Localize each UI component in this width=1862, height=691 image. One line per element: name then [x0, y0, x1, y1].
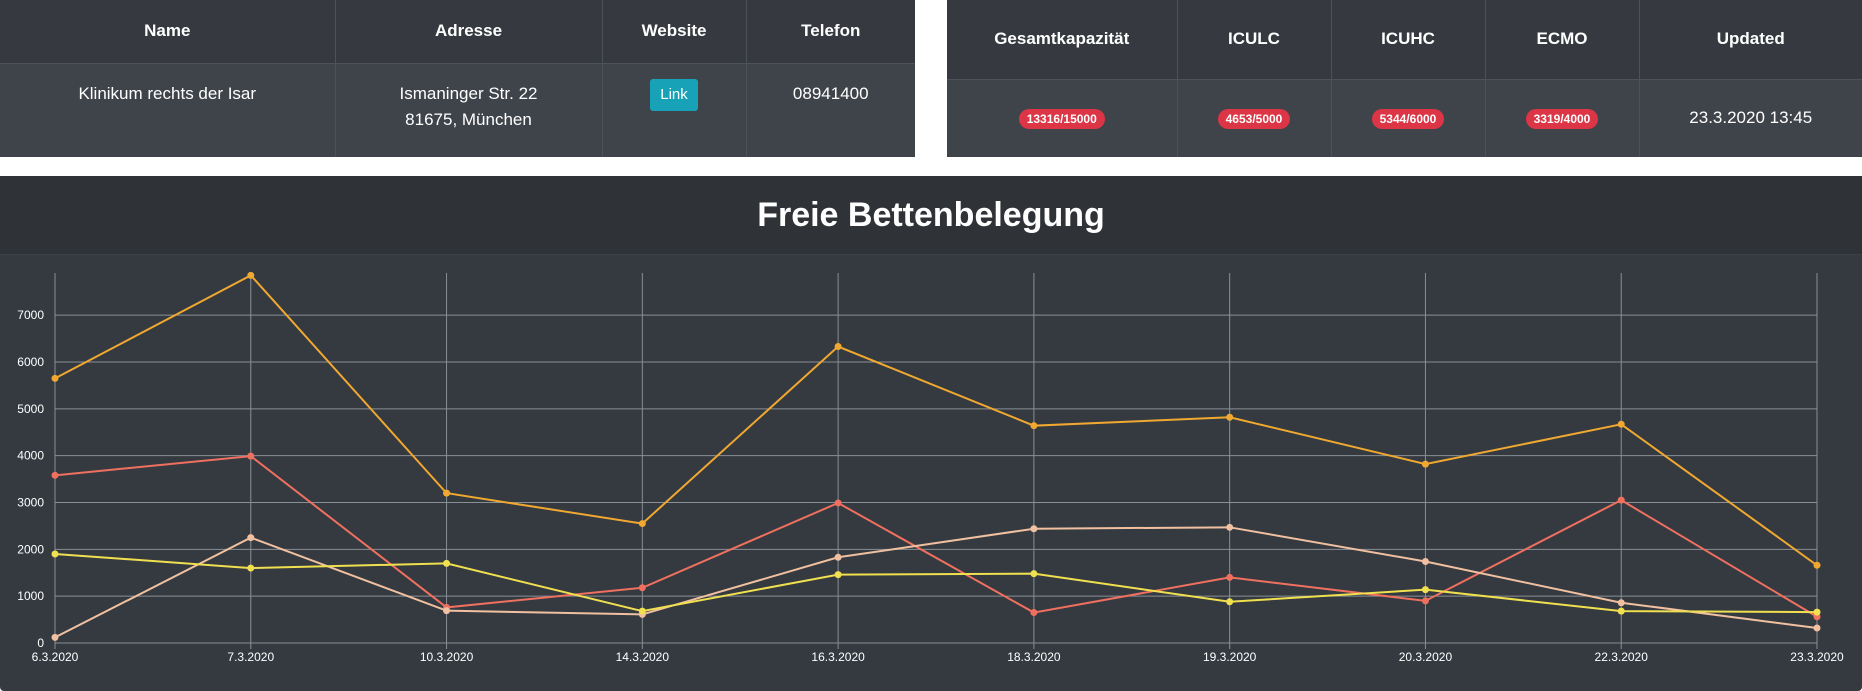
total-capacity-badge: 13316/15000	[1018, 108, 1105, 129]
series-line-iculc	[54, 526, 1818, 639]
data-point-iculc	[443, 607, 451, 615]
ecmo-cell: 3319/4000	[1485, 79, 1640, 157]
hospital-info-panel: Name Adresse Website Telefon Klinikum re…	[0, 0, 915, 157]
data-point-gesamt	[1813, 561, 1821, 569]
data-point-iculc	[1421, 558, 1429, 566]
x-tick-label: 22.3.2020	[1595, 650, 1649, 664]
data-point-ecmo	[1813, 608, 1821, 616]
icuhc-cell: 5344/6000	[1331, 79, 1486, 157]
updated-timestamp: 23.3.2020 13:45	[1689, 107, 1813, 127]
data-point-ecmo	[51, 550, 59, 558]
chart-title: Freie Bettenbelegung	[757, 195, 1105, 234]
series-line-gesamt	[54, 274, 1818, 567]
address-city: 81675, München	[405, 109, 532, 129]
data-point-icuhc	[1421, 597, 1429, 605]
table-row: Klinikum rechts der Isar Ismaninger Str.…	[0, 63, 915, 157]
data-point-gesamt	[247, 271, 255, 279]
data-point-gesamt	[1617, 420, 1625, 428]
x-tick-label: 7.3.2020	[227, 650, 274, 664]
data-point-gesamt	[1226, 413, 1234, 421]
column-header-phone: Telefon	[746, 0, 915, 64]
data-point-icuhc	[51, 471, 59, 479]
series-line-icuhc	[54, 455, 1818, 618]
column-header-website: Website	[602, 0, 747, 64]
chart-panel: Freie Bettenbelegung 0 1000 2000 3000 4000 50…	[0, 176, 1862, 691]
data-point-icuhc	[1617, 496, 1625, 504]
data-point-iculc	[1226, 523, 1234, 531]
website-link-button[interactable]: Link	[650, 78, 698, 111]
data-point-ecmo	[247, 564, 255, 572]
column-header-updated: Updated	[1639, 0, 1862, 80]
column-header-name: Name	[0, 0, 336, 64]
data-point-gesamt	[443, 489, 451, 497]
y-tick-label: 0	[37, 636, 44, 650]
column-header-total: Gesamtkapazität	[947, 0, 1178, 80]
x-tick-label: 16.3.2020	[811, 650, 865, 664]
data-point-ecmo	[1226, 598, 1234, 606]
data-point-iculc	[1617, 599, 1625, 607]
data-point-ecmo	[1030, 570, 1038, 578]
data-point-icuhc	[1030, 609, 1038, 617]
y-tick-label: 4000	[17, 449, 44, 463]
data-point-ecmo	[1421, 586, 1429, 594]
column-header-ecmo: ECMO	[1485, 0, 1640, 80]
x-tick-label: 14.3.2020	[616, 650, 670, 664]
line-chart: 0 1000 2000 3000 4000 5000 6000 7000 6.3.2020 7.3…	[17, 271, 1844, 664]
y-tick-label: 7000	[17, 308, 44, 322]
capacity-panel: Gesamtkapazität ICULC ICUHC ECMO Updated…	[947, 0, 1862, 157]
icuhc-badge: 5344/6000	[1371, 108, 1445, 129]
data-point-iculc	[1030, 525, 1038, 533]
column-header-iculc: ICULC	[1177, 0, 1332, 80]
iculc-cell: 4653/5000	[1177, 79, 1332, 157]
y-tick-label: 1000	[17, 589, 44, 603]
ecmo-badge: 3319/4000	[1525, 108, 1599, 129]
y-tick-label: 3000	[17, 495, 44, 509]
series-line-ecmo	[54, 553, 1818, 614]
column-header-icuhc: ICUHC	[1331, 0, 1486, 80]
capacity-table-header: Gesamtkapazität ICULC ICUHC ECMO Updated	[947, 0, 1862, 80]
column-header-address: Adresse	[335, 0, 603, 64]
website-cell: Link	[602, 63, 747, 157]
data-point-ecmo	[443, 559, 451, 567]
data-point-ecmo	[638, 607, 646, 615]
total-cell: 13316/15000	[947, 79, 1178, 157]
data-point-iculc	[834, 553, 842, 561]
hospital-name: Klinikum rechts der Isar	[0, 63, 336, 157]
chart-header: Freie Bettenbelegung	[0, 176, 1862, 255]
y-tick-label: 5000	[17, 402, 44, 416]
data-point-icuhc	[1226, 573, 1234, 581]
x-tick-label: 10.3.2020	[420, 650, 474, 664]
address-street: Ismaninger Str. 22	[399, 83, 538, 103]
hospital-table: Name Adresse Website Telefon Klinikum re…	[0, 0, 915, 157]
data-point-gesamt	[834, 343, 842, 351]
data-point-gesamt	[51, 374, 59, 382]
data-point-icuhc	[638, 584, 646, 592]
x-tick-label: 23.3.2020	[1790, 650, 1844, 664]
data-point-iculc	[1813, 624, 1821, 632]
x-tick-label: 6.3.2020	[32, 650, 79, 664]
data-point-gesamt	[1421, 460, 1429, 468]
x-tick-label: 19.3.2020	[1203, 650, 1257, 664]
data-point-gesamt	[1030, 422, 1038, 430]
y-tick-label: 6000	[17, 355, 44, 369]
data-point-icuhc	[247, 452, 255, 460]
y-tick-label: 2000	[17, 542, 44, 556]
data-point-icuhc	[834, 499, 842, 507]
hospital-address: Ismaninger Str. 22 81675, München	[335, 63, 603, 157]
data-point-gesamt	[638, 520, 646, 528]
data-point-ecmo	[1617, 607, 1625, 615]
capacity-table: Gesamtkapazität ICULC ICUHC ECMO Updated…	[947, 0, 1862, 157]
data-point-iculc	[51, 633, 59, 641]
table-row: 13316/15000 4653/5000 5344/6000 3319/400…	[947, 79, 1862, 157]
x-tick-label: 20.3.2020	[1399, 650, 1453, 664]
data-point-ecmo	[834, 571, 842, 579]
x-tick-label: 18.3.2020	[1007, 650, 1061, 664]
data-point-iculc	[247, 534, 255, 542]
hospital-phone: 08941400	[792, 83, 869, 103]
iculc-badge: 4653/5000	[1217, 108, 1291, 129]
hospital-table-header: Name Adresse Website Telefon	[0, 0, 915, 64]
